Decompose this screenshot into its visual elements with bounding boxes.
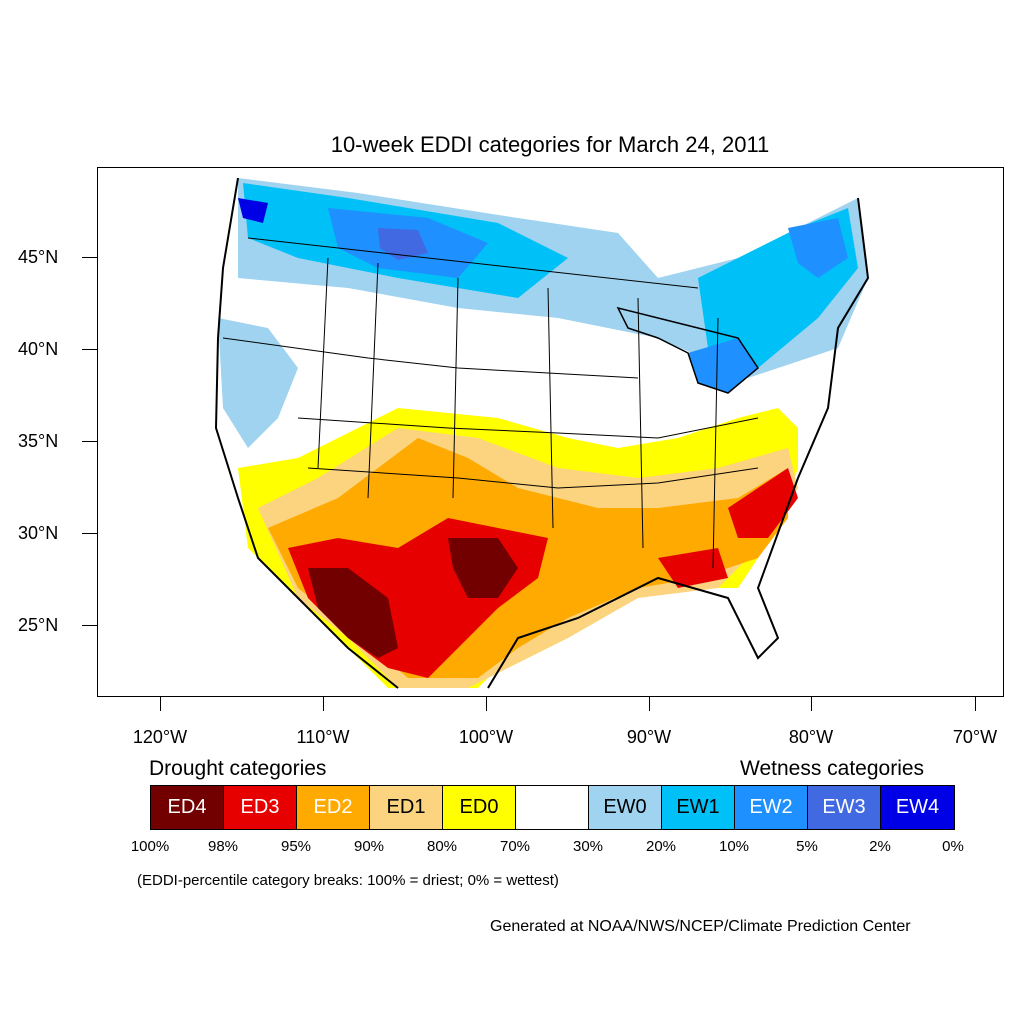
break-label: 20%	[645, 838, 677, 855]
legend-swatch-ew1: EW1	[662, 786, 735, 829]
break-label: 80%	[426, 838, 458, 855]
drought-categories-title: Drought categories	[149, 757, 327, 780]
legend-swatch-ed1: ED1	[370, 786, 443, 829]
break-label: 30%	[572, 838, 604, 855]
map-canvas	[214, 177, 870, 689]
break-label: 5%	[796, 838, 818, 855]
wetness-west	[218, 318, 298, 448]
lat-tick	[82, 349, 97, 350]
wetness-great-lakes	[688, 338, 758, 393]
wetness-ew3-patch	[378, 228, 428, 260]
eddi-map	[97, 167, 1004, 697]
lon-label-120w: 120°W	[132, 727, 188, 747]
break-label: 98%	[207, 838, 239, 855]
drought-ed4-texas	[448, 538, 518, 598]
map-title: 10-week EDDI categories for March 24, 20…	[330, 132, 770, 157]
lon-label-80w: 80°W	[788, 727, 834, 747]
credit-line: Generated at NOAA/NWS/NCEP/Climate Predi…	[490, 918, 911, 935]
break-label: 0%	[942, 838, 964, 855]
lon-tick	[486, 697, 487, 711]
lat-label-45n: 45°N	[18, 247, 59, 267]
lon-tick	[323, 697, 324, 711]
lon-tick	[649, 697, 650, 711]
great-lakes-outline	[616, 306, 759, 394]
category-legend: ED4 ED3 ED2 ED1 ED0 EW0 EW1 EW2 EW3 EW4	[150, 785, 955, 830]
wetness-ew4-patch	[238, 198, 268, 223]
break-label: 70%	[499, 838, 531, 855]
lat-tick	[82, 625, 97, 626]
lat-tick	[82, 257, 97, 258]
legend-swatch-ew0: EW0	[589, 786, 662, 829]
break-label: 2%	[869, 838, 891, 855]
lat-tick	[82, 441, 97, 442]
drought-ed3-gulf	[658, 548, 728, 588]
break-label: 10%	[718, 838, 750, 855]
state-boundaries	[222, 237, 759, 569]
legend-swatch-ew3: EW3	[808, 786, 881, 829]
lat-tick	[82, 533, 97, 534]
break-label: 100%	[130, 838, 170, 855]
drought-ed4-southwest	[308, 568, 398, 658]
lat-label-30n: 30°N	[18, 523, 59, 543]
lat-label-25n: 25°N	[18, 615, 59, 635]
lat-label-35n: 35°N	[18, 431, 59, 451]
lon-label-70w: 70°W	[952, 727, 998, 747]
lon-label-110w: 110°W	[296, 727, 350, 747]
lon-label-90w: 90°W	[626, 727, 672, 747]
wetness-categories-title: Wetness categories	[740, 757, 925, 780]
lon-tick	[160, 697, 161, 711]
legend-swatch-ew4: EW4	[881, 786, 954, 829]
legend-swatch-ed2: ED2	[297, 786, 370, 829]
lon-tick	[811, 697, 812, 711]
wetness-ew2-northeast	[788, 218, 848, 278]
breaks-note: (EDDI-percentile category breaks: 100% =…	[137, 872, 559, 889]
break-label: 90%	[353, 838, 385, 855]
drought-ed3-southeast	[728, 468, 798, 538]
legend-swatch-ed3: ED3	[224, 786, 297, 829]
lon-tick	[975, 697, 976, 711]
legend-swatch-ed0: ED0	[443, 786, 516, 829]
break-label: 95%	[280, 838, 312, 855]
legend-swatch-neutral	[516, 786, 589, 829]
lon-label-100w: 100°W	[458, 727, 514, 747]
coastline	[214, 177, 870, 689]
lat-label-40n: 40°N	[18, 339, 59, 359]
legend-swatch-ew2: EW2	[735, 786, 808, 829]
legend-swatch-ed4: ED4	[151, 786, 224, 829]
